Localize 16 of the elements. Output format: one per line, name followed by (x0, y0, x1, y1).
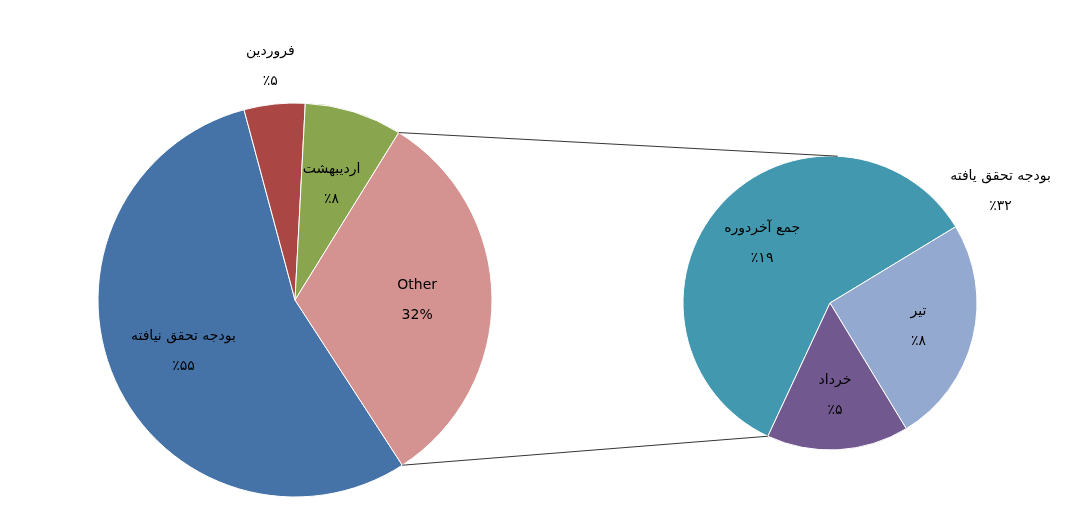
text: بودجه تحقق یافته (950, 167, 1051, 185)
slice-label: خرداد (818, 371, 852, 388)
text: ٪۳۲ (989, 197, 1012, 214)
slice-label: بودجه تحقق نیافته (130, 326, 236, 344)
data-label: ٪۸ (324, 190, 340, 207)
data-label: ٪۵ (827, 401, 843, 417)
slice-label: اردیبهشت (302, 160, 361, 178)
slice-label: Other (397, 275, 438, 292)
slice-label: تیر (909, 301, 927, 319)
data-label: ٪۸ (911, 331, 927, 348)
slice-label: جمع آخردوره (724, 219, 801, 237)
data-label: ٪۵ (262, 71, 278, 88)
slice-label: فروردین (245, 41, 295, 59)
data-label: ٪۱۹ (750, 249, 774, 266)
data-label: ٪۵۵ (172, 356, 195, 373)
data-label: 32% (401, 305, 433, 322)
